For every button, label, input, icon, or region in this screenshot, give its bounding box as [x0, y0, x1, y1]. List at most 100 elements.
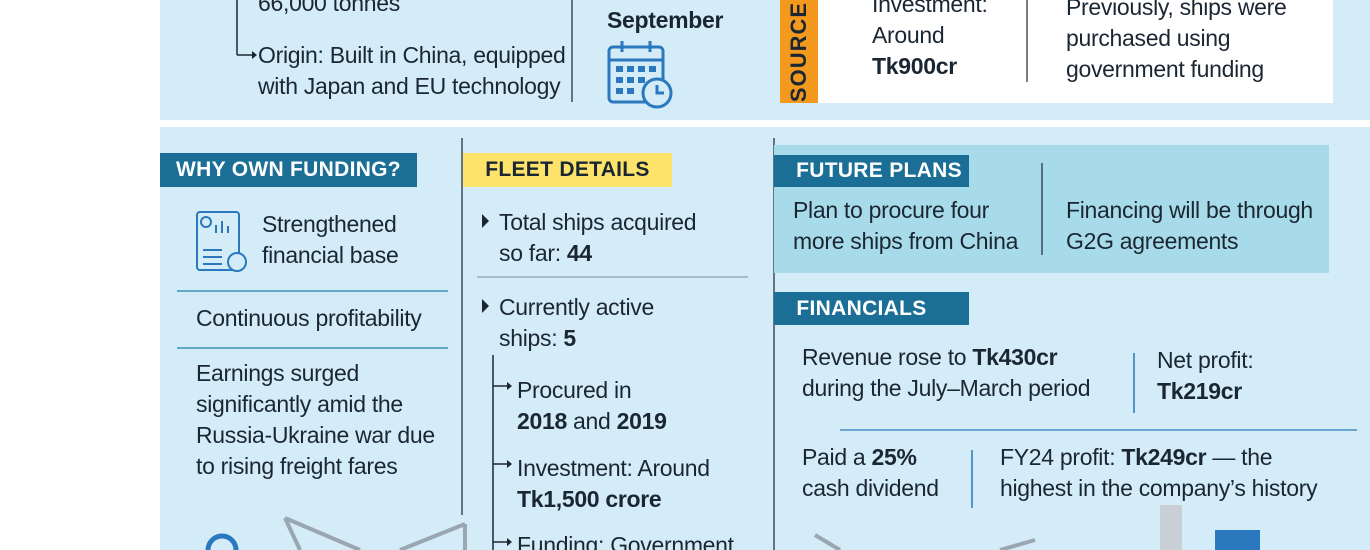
heading-box [463, 153, 672, 187]
plan-item: Plan to procure four more ships from Chin… [793, 195, 1018, 257]
source-text: SOURCE [786, 1, 811, 102]
text-line: during the July–March period [802, 373, 1091, 404]
financial-item: Paid a 25% cash dividend [802, 442, 939, 504]
text-line: Funding: Government [517, 530, 734, 550]
text-line: Tk900cr [872, 51, 988, 82]
investment-text: Investment: Around Tk900cr [872, 0, 988, 82]
financial-item: Net profit: Tk219cr [1157, 345, 1254, 407]
source-tag [780, 0, 818, 103]
text-segment: 66,000 tonnes [258, 0, 400, 16]
text-segment: Strengthened [262, 210, 397, 237]
text-segment: Currently active [499, 293, 654, 320]
heading: WHY OWN FUNDING? [176, 158, 401, 181]
text-line: government funding [1066, 54, 1287, 85]
text-line: 66,000 tonnes [258, 0, 400, 19]
text-segment: Investment: [872, 0, 988, 17]
text-line: 2018 and 2019 [517, 406, 667, 437]
funding-item: Strengthened financial base [262, 209, 399, 271]
source-label: SOURCE [780, 0, 818, 103]
text-segment: Funding: Government [517, 531, 734, 550]
text-segment: financial base [262, 241, 399, 268]
text-line: so far: 44 [499, 238, 696, 269]
bold-segment: Tk430cr [972, 343, 1058, 370]
bold-segment: 2018 [517, 407, 567, 434]
text-line: Investment: Around [517, 453, 710, 484]
text-segment: Russia-Ukraine war due [196, 421, 435, 448]
text-segment: Continuous profitability [196, 304, 422, 331]
delivery-text: September [607, 5, 723, 36]
text-line: Earnings surged [196, 358, 435, 389]
fleet-item: Total ships acquired so far: 44 [499, 207, 697, 269]
text-segment: with Japan and EU technology [258, 73, 561, 99]
text-line: Strengthened [262, 209, 398, 240]
bold-segment: 25% [871, 443, 917, 470]
text-line: Russia-Ukraine war due [196, 420, 435, 451]
text-line: Plan to procure four [793, 195, 1018, 226]
text-segment: Around [872, 22, 945, 48]
text-segment: Revenue rose to [802, 343, 973, 370]
bold-segment: Tk1,500 crore [517, 485, 662, 512]
heading: FLEET DETAILS [485, 158, 650, 181]
text-line: highest in the company’s history [1000, 473, 1318, 504]
previous-text: Previously, ships were purchased using gov… [1066, 0, 1287, 85]
sub-arrows [493, 382, 512, 546]
text-segment: FY24 profit: [1000, 443, 1122, 470]
text-segment: Total ships acquired [499, 208, 697, 235]
text-segment: ships: [499, 324, 564, 351]
text-line: Tk219cr [1157, 376, 1253, 407]
arrow-head [252, 51, 257, 59]
text-line: Around [872, 20, 988, 51]
text-line: Financing will be through [1066, 195, 1313, 226]
text-line: Total ships acquired [499, 207, 697, 238]
text-line: Net profit: [1157, 345, 1254, 376]
financial-item: Revenue rose to Tk430cr during the July–M… [802, 342, 1091, 404]
finance-icon [196, 211, 247, 272]
text-segment: purchased using [1066, 25, 1231, 51]
text-segment: Previously, ships were [1066, 0, 1287, 20]
bold-segment: Tk219cr [1157, 377, 1242, 404]
text-segment: highest in the company’s history [1000, 474, 1318, 501]
text-segment: so far: [499, 239, 567, 266]
ship-cranes [205, 505, 1260, 550]
text-line: purchased using [1066, 23, 1287, 54]
text-segment: Investment: Around [517, 454, 710, 481]
text-line: Continuous profitability [196, 303, 422, 334]
text-segment: Earnings surged [196, 359, 359, 386]
text-line: Previously, ships were [1066, 0, 1287, 23]
text-line: FY24 profit: Tk249cr — the [1000, 442, 1317, 473]
bold-segment: September [607, 7, 724, 33]
text-line: to rising freight fares [196, 451, 435, 482]
heading-box [774, 292, 969, 325]
text-line: G2G agreements [1066, 226, 1313, 257]
heading: FUTURE PLANS [796, 159, 962, 182]
text-line: more ships from China [793, 226, 1018, 257]
text-line: Origin: Built in China, equipped [258, 40, 566, 71]
bold-segment: Tk249cr [1121, 443, 1207, 470]
bold-segment: 44 [566, 239, 592, 266]
text-segment: more ships from China [793, 227, 1019, 254]
fleet-sub-item: Procured in 2018 and 2019 [517, 375, 667, 437]
text-segment: Procured in [517, 376, 632, 403]
heading: FINANCIALS [796, 297, 927, 320]
text-line: significantly amid the [196, 389, 435, 420]
funding-item: Continuous profitability [196, 303, 422, 334]
text-line: ships: 5 [499, 323, 654, 354]
source-box [818, 0, 1333, 103]
text-segment: significantly amid the [196, 390, 403, 417]
text-segment: — the [1206, 443, 1273, 470]
text-segment: Net profit: [1157, 346, 1254, 373]
text-segment: and [566, 407, 617, 434]
heading-box [160, 153, 417, 187]
plan-item: Financing will be through G2G agreements [1066, 195, 1313, 257]
text-segment: Financing will be through [1066, 196, 1313, 223]
fleet-sub-item: Investment: Around Tk1,500 crore [517, 453, 710, 515]
heading-box [774, 155, 969, 187]
text-line: Tk1,500 crore [517, 484, 710, 515]
text-line: Investment: [872, 0, 988, 20]
text-line: September [607, 5, 723, 36]
text-line: Currently active [499, 292, 654, 323]
text-line: financial base [262, 240, 399, 271]
bold-segment: 2019 [616, 407, 667, 434]
